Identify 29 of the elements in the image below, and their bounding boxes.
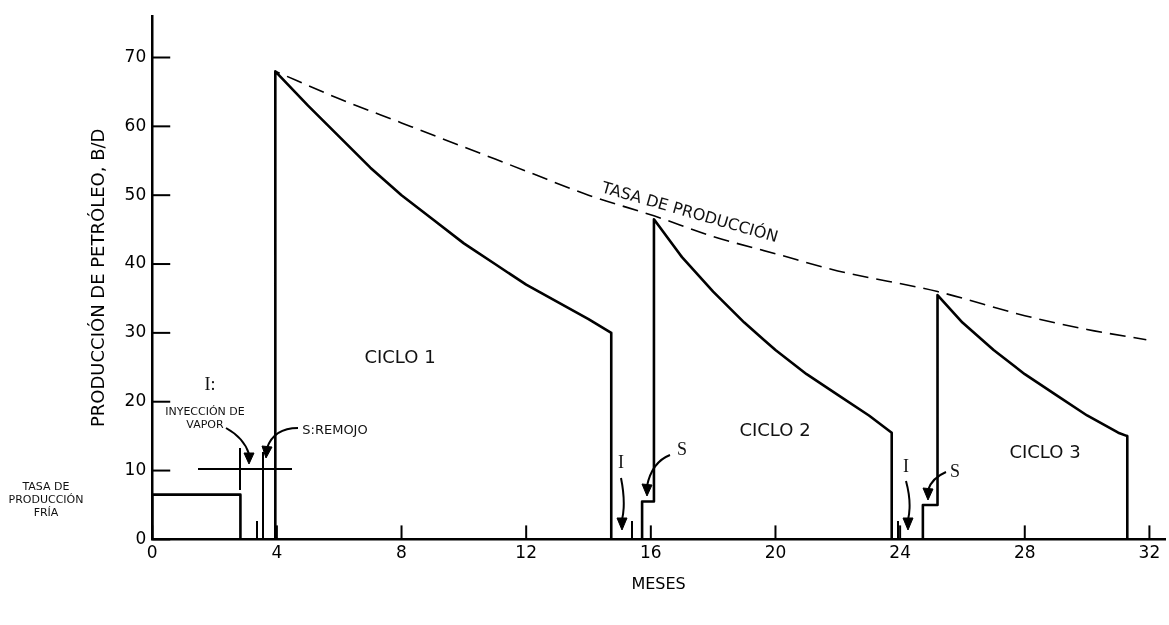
y-tick-label: 70 (124, 45, 147, 66)
annotation: S (676, 439, 688, 461)
annotation: CICLO 2 (739, 419, 811, 441)
y-tick-label: 0 (135, 527, 147, 548)
x-tick-label: 28 (1013, 542, 1036, 563)
annotation: CICLO 3 (1009, 441, 1081, 463)
x-tick-label: 12 (515, 542, 537, 563)
y-tick-label: 50 (124, 183, 147, 204)
y-tick-label: 20 (124, 390, 147, 411)
annotation: S:REMOJO (302, 422, 368, 438)
x-tick-label: 32 (1138, 542, 1161, 563)
y-tick-label: 30 (124, 321, 147, 342)
annotation: I (618, 452, 624, 474)
annotation: CICLO 1 (364, 346, 436, 368)
x-tick-label: 4 (271, 542, 283, 563)
y-tick-label: 10 (124, 458, 147, 479)
x-axis-title: MESES (631, 573, 686, 593)
annotation: INYECCIÓN DE VAPOR (164, 404, 246, 432)
y-axis-title: PRODUCCIÓN DE PETRÓLEO, B/D (87, 128, 109, 428)
x-tick-label: 8 (396, 542, 407, 563)
y-tick-label: 40 (124, 252, 147, 273)
x-tick-label: 16 (640, 542, 662, 563)
annotation: I (903, 456, 909, 478)
y-tick-label: 60 (124, 114, 147, 135)
x-tick-label: 24 (889, 542, 911, 563)
text: TASA DE PRODUCCIÓN FRÍA (7, 480, 85, 520)
annotation: I: (204, 374, 216, 396)
x-tick-label: 20 (764, 542, 787, 563)
annotation: S (949, 461, 961, 483)
